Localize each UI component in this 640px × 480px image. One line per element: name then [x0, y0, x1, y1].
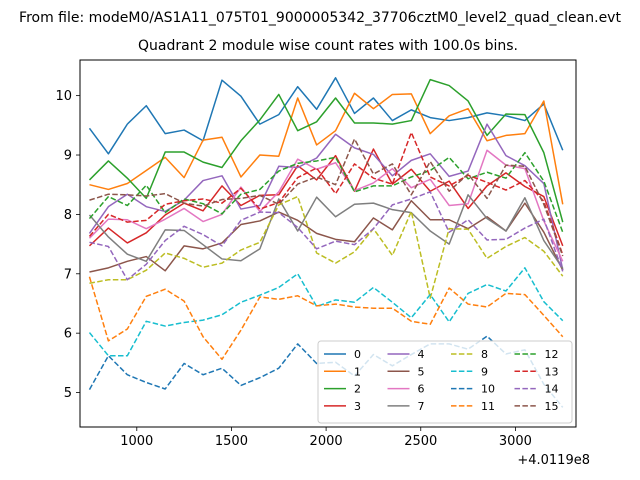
legend-label-15: 15	[545, 400, 559, 413]
y-tick-label: 7	[64, 267, 72, 282]
x-tick-label: 3000	[499, 434, 532, 449]
legend-label-7: 7	[418, 400, 425, 413]
series-line-3	[88, 148, 564, 247]
y-tick-label: 9	[64, 149, 72, 164]
series-layer	[88, 77, 564, 408]
series-line-7	[88, 194, 564, 269]
legend-label-12: 12	[545, 348, 559, 361]
y-tick-label: 8	[64, 208, 72, 223]
y-tick-label: 6	[64, 327, 72, 342]
series-line-10	[88, 335, 564, 408]
legend-label-13: 13	[545, 365, 559, 378]
chart-title: Quadrant 2 module wise count rates with …	[138, 38, 518, 54]
series-line-15	[89, 138, 564, 257]
x-tick-label: 1000	[120, 434, 153, 449]
y-axis: 5 6 7 8 9 10	[55, 89, 80, 401]
x-tick-label: 1500	[215, 434, 248, 449]
x-axis: 1000 1500 2000 2500 3000	[120, 427, 532, 449]
y-tick-label: 5	[64, 386, 72, 401]
series-line-13	[88, 131, 564, 256]
series-line-0	[88, 77, 564, 155]
legend-label-9: 9	[481, 365, 488, 378]
legend-label-3: 3	[354, 400, 361, 413]
legend-label-0: 0	[354, 348, 361, 361]
series-line-5	[89, 199, 564, 273]
legend-label-6: 6	[418, 383, 425, 396]
series-line-6	[88, 149, 564, 262]
plot-area: 1000 1500 2000 2500 3000 5 6 7 8 9 10 +4.0119e8 0…	[55, 59, 590, 468]
legend-label-1: 1	[354, 365, 361, 378]
figure-suptitle: From file: modeM0/AS1A11_075T01_90000053…	[19, 10, 621, 26]
x-tick-label: 2000	[310, 434, 343, 449]
series-line-12	[88, 151, 564, 233]
x-tick-label: 2500	[404, 434, 437, 449]
legend-label-11: 11	[481, 400, 495, 413]
series-line-9	[88, 267, 564, 357]
x-axis-offset-label: +4.0119e8	[517, 453, 590, 468]
series-line-14	[89, 191, 564, 281]
series-line-2	[88, 78, 564, 223]
series-line-11	[88, 276, 564, 361]
axes-frame	[79, 59, 577, 428]
series-line-1	[89, 92, 564, 205]
legend-label-5: 5	[418, 365, 425, 378]
legend-label-10: 10	[481, 383, 495, 396]
legend-label-8: 8	[481, 348, 488, 361]
legend-label-2: 2	[354, 383, 361, 396]
legend-label-14: 14	[545, 383, 559, 396]
y-tick-label: 10	[55, 89, 72, 104]
series-line-8	[89, 195, 564, 299]
legend-box	[317, 340, 573, 424]
legend-label-4: 4	[418, 348, 425, 361]
